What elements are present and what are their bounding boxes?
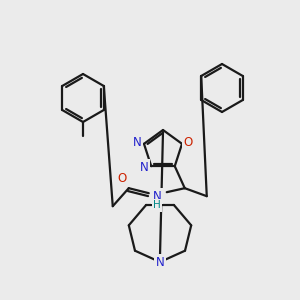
Text: N: N xyxy=(156,256,164,268)
Text: O: O xyxy=(117,172,126,185)
Text: N: N xyxy=(152,190,161,203)
Text: O: O xyxy=(183,136,193,149)
Text: N: N xyxy=(133,136,141,149)
Text: H: H xyxy=(153,200,160,210)
Text: N: N xyxy=(140,161,148,174)
